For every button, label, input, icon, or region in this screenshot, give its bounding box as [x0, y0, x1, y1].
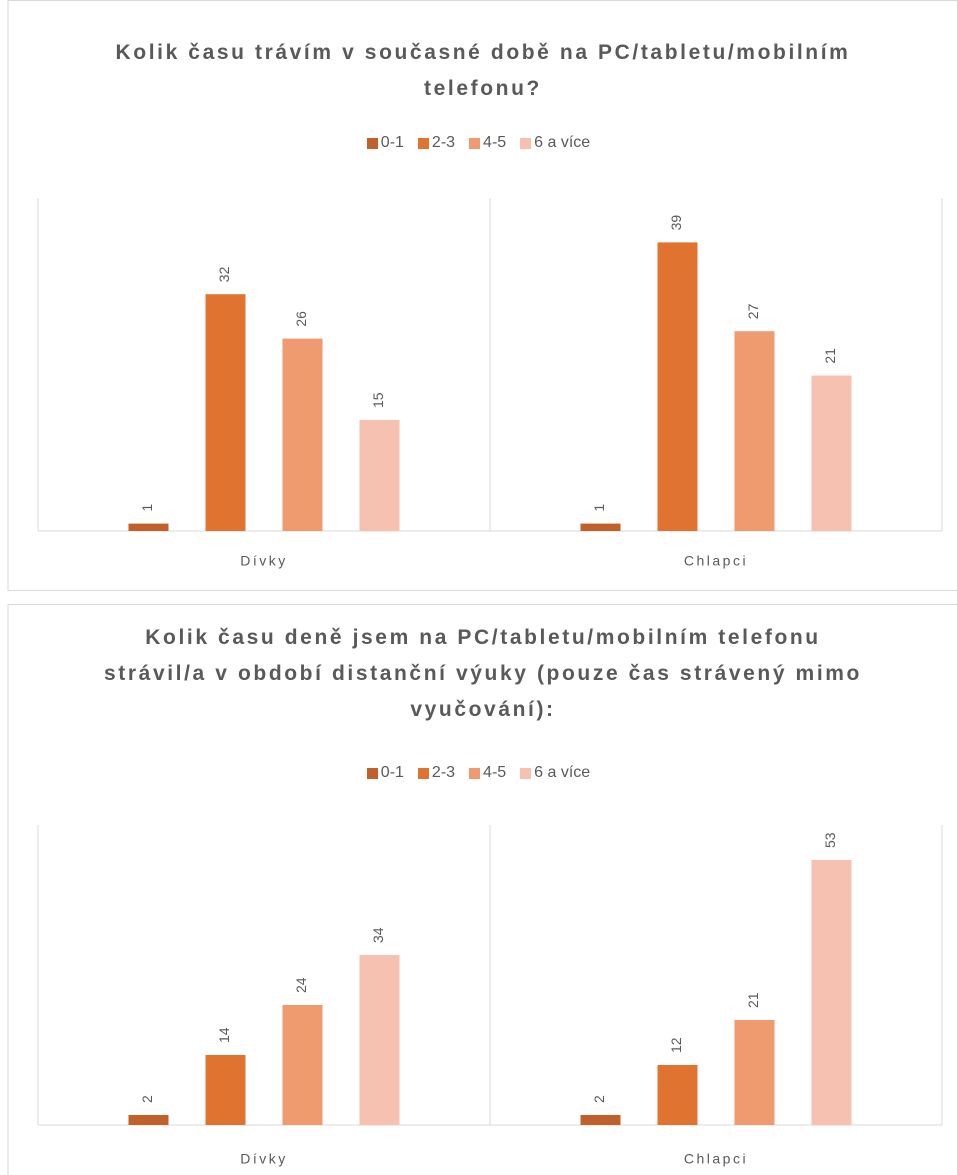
bar	[657, 242, 698, 531]
data-label: 21	[822, 348, 838, 364]
legend-swatch	[366, 767, 378, 779]
bar	[282, 338, 323, 531]
legend-label: 6 a více	[534, 764, 591, 781]
data-label: 2	[591, 1095, 607, 1103]
legend-swatch	[417, 137, 429, 149]
chart-frame	[7, 0, 957, 591]
x-tick-label: Dívky	[240, 1151, 288, 1167]
bar	[128, 523, 169, 531]
legend-label: 2-3	[431, 764, 456, 781]
legend-item: 2-3	[417, 764, 456, 782]
legend-item: 0-1	[366, 764, 404, 782]
legend-swatch	[520, 137, 532, 149]
bar	[580, 523, 621, 531]
legend-item: 6 a více	[520, 764, 590, 782]
legend-swatch	[469, 767, 481, 779]
x-tick-label: Dívky	[240, 553, 288, 569]
data-label: 53	[822, 832, 838, 848]
legend-label: 4-5	[483, 134, 507, 151]
legend-swatch	[520, 767, 532, 779]
bar	[282, 1005, 323, 1125]
legend-label: 4-5	[483, 764, 507, 781]
data-label: 15	[370, 392, 386, 408]
legend-item: 6 a více	[520, 134, 590, 152]
bar	[359, 420, 400, 531]
data-label: 24	[293, 977, 309, 993]
legend-item: 4-5	[469, 764, 506, 782]
data-label: 21	[745, 992, 761, 1008]
bar	[205, 294, 246, 531]
data-label: 26	[293, 311, 309, 327]
legend-label: 0-1	[380, 764, 404, 781]
bar	[734, 1020, 775, 1125]
legend-label: 2-3	[431, 134, 456, 151]
data-label: 2	[139, 1095, 155, 1103]
data-label: 27	[745, 303, 761, 319]
legend-label: 0-1	[380, 134, 404, 151]
legend-item: 2-3	[417, 134, 456, 152]
data-label: 12	[668, 1037, 684, 1053]
legend-item: 4-5	[469, 134, 506, 152]
legend: 0-1 2-3 4-5 6 a více	[0, 134, 957, 152]
bar	[811, 375, 852, 531]
bar	[205, 1055, 246, 1125]
x-tick-label: Chlapci	[684, 553, 748, 569]
x-tick-label: Chlapci	[684, 1151, 748, 1167]
bar	[359, 955, 400, 1125]
chart-frame	[7, 604, 957, 1175]
data-label: 1	[591, 504, 607, 512]
legend: 0-1 2-3 4-5 6 a více	[0, 764, 957, 782]
legend-item: 0-1	[366, 134, 404, 152]
chart-title: Kolik času deně jsem na PC/tabletu/mobil…	[104, 626, 862, 721]
legend-swatch	[366, 137, 378, 149]
legend-label: 6 a více	[534, 134, 591, 151]
data-label: 1	[139, 504, 155, 512]
legend-swatch	[469, 137, 481, 149]
bar	[811, 860, 852, 1125]
data-label: 34	[370, 927, 386, 943]
data-label: 39	[668, 215, 684, 231]
data-label: 14	[216, 1027, 232, 1043]
data-label: 32	[216, 266, 232, 282]
bar	[580, 1115, 621, 1125]
bar	[128, 1115, 169, 1125]
bar	[657, 1065, 698, 1125]
bar	[734, 331, 775, 531]
chart-title: Kolik času trávím v současné době na PC/…	[115, 41, 851, 100]
legend-swatch	[417, 767, 429, 779]
